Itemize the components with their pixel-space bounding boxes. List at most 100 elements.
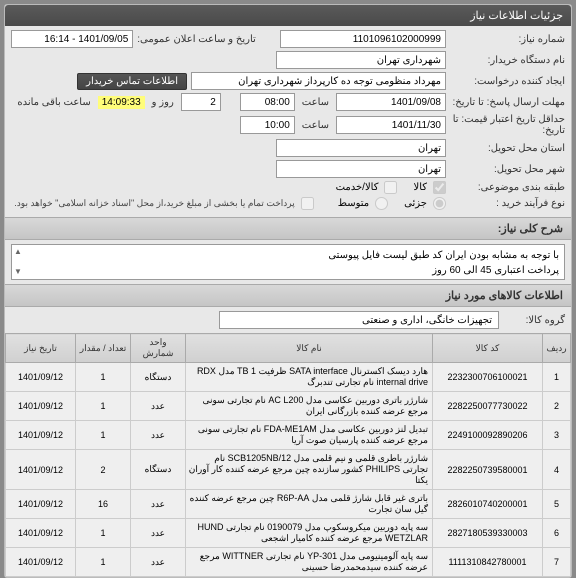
cell-idx: 6 bbox=[543, 519, 571, 548]
cell-date: 1401/09/12 bbox=[6, 519, 76, 548]
th-date: تاریخ نیاز bbox=[6, 334, 76, 363]
req-no-label: شماره نیاز: bbox=[450, 34, 565, 45]
deadline-date-field: 1401/09/08 bbox=[336, 93, 446, 111]
cell-date: 1401/09/12 bbox=[6, 490, 76, 519]
th-qty: تعداد / مقدار bbox=[76, 334, 131, 363]
goods-table: ردیف کد کالا نام کالا واحد شمارش تعداد /… bbox=[5, 333, 571, 577]
cell-date: 1401/09/12 bbox=[6, 548, 76, 577]
group-label: گروه کالا: bbox=[505, 315, 565, 326]
buytype-mid-label: متوسط bbox=[338, 198, 369, 209]
cell-unit: عدد bbox=[131, 490, 186, 519]
buytype-label: نوع فرآیند خرید : bbox=[450, 198, 565, 209]
cell-unit: عدد bbox=[131, 548, 186, 577]
buytype-low-label: جزئی bbox=[404, 198, 427, 209]
org-label: نام دستگاه خریدار: bbox=[450, 55, 565, 66]
cell-idx: 7 bbox=[543, 548, 571, 577]
announce-field: 1401/09/05 - 16:14 bbox=[11, 30, 133, 48]
class-label: طبقه بندی موضوعی: bbox=[450, 182, 565, 193]
cell-name: هارد دیسک اکسترنال SATA interface ظرفیت … bbox=[186, 363, 433, 392]
validity-label: حداقل تاریخ اعتبار قیمت: تا تاریخ: bbox=[450, 114, 565, 136]
desc-box: ▲ ▼ با توجه به مشابه بودن ایران کد طبق ل… bbox=[11, 244, 565, 280]
table-row: 71111310842780001سه پایه آلومینیومی مدل … bbox=[6, 548, 571, 577]
cell-date: 1401/09/12 bbox=[6, 392, 76, 421]
scroll-down-icon[interactable]: ▼ bbox=[14, 266, 22, 278]
buytype-low-radio bbox=[433, 197, 446, 210]
cell-unit: دستگاه bbox=[131, 450, 186, 490]
cell-qty: 1 bbox=[76, 519, 131, 548]
cell-qty: 16 bbox=[76, 490, 131, 519]
validity-time-field: 10:00 bbox=[240, 116, 295, 134]
cell-qty: 1 bbox=[76, 392, 131, 421]
desc-band: شرح کلی نیاز: bbox=[5, 217, 571, 240]
cell-date: 1401/09/12 bbox=[6, 421, 76, 450]
cell-unit: عدد bbox=[131, 392, 186, 421]
group-field: تجهیزات خانگی، اداری و صنعتی bbox=[219, 311, 499, 329]
creator-label: ایجاد کننده درخواست: bbox=[450, 76, 565, 87]
req-no-field: 1101096102000999 bbox=[280, 30, 446, 48]
cell-code: 2827180539330003 bbox=[433, 519, 543, 548]
time-label-2: ساعت bbox=[302, 120, 329, 131]
cell-name: تبدیل لنز دوربین عکاسی مدل FDA-ME1AM نام… bbox=[186, 421, 433, 450]
th-code: کد کالا bbox=[433, 334, 543, 363]
requirement-details-panel: جزئیات اطلاعات نیاز شماره نیاز: 11010961… bbox=[4, 4, 572, 578]
cell-idx: 3 bbox=[543, 421, 571, 450]
table-row: 62827180539330003سه پایه دوربین میکروسکو… bbox=[6, 519, 571, 548]
creator-field: مهرداد منظومی توجه ده کارپرداز شهرداری ت… bbox=[191, 72, 446, 90]
cell-idx: 5 bbox=[543, 490, 571, 519]
pay-note: پرداخت تمام یا بخشی از مبلغ خرید،از محل … bbox=[14, 198, 294, 209]
table-row: 32249100092890206تبدیل لنز دوربین عکاسی … bbox=[6, 421, 571, 450]
deadline-time-field: 08:00 bbox=[240, 93, 295, 111]
cell-qty: 2 bbox=[76, 450, 131, 490]
th-unit: واحد شمارش bbox=[131, 334, 186, 363]
days-field: 2 bbox=[181, 93, 221, 111]
cell-idx: 1 bbox=[543, 363, 571, 392]
cell-unit: عدد bbox=[131, 519, 186, 548]
cell-name: سه پایه دوربین میکروسکوپ مدل 0190079 نام… bbox=[186, 519, 433, 548]
cell-unit: عدد bbox=[131, 421, 186, 450]
service-label: کالا/خدمت bbox=[336, 182, 379, 193]
panel-header: جزئیات اطلاعات نیاز bbox=[5, 5, 571, 26]
cell-code: 1111310842780001 bbox=[433, 548, 543, 577]
table-row: 42282250739580001شارژر باطری قلمی و نیم … bbox=[6, 450, 571, 490]
cell-name: باتری غیر قابل شارژ قلمی مدل R6P-AA چین … bbox=[186, 490, 433, 519]
province-label: استان محل تحویل: bbox=[450, 143, 565, 154]
table-row: 12232300706100021هارد دیسک اکسترنال SATA… bbox=[6, 363, 571, 392]
cell-code: 2282250739580001 bbox=[433, 450, 543, 490]
province-field: تهران bbox=[276, 139, 446, 157]
cell-date: 1401/09/12 bbox=[6, 450, 76, 490]
contact-button[interactable]: اطلاعات تماس خریدار bbox=[77, 73, 187, 90]
cell-idx: 4 bbox=[543, 450, 571, 490]
table-row: 52826010740200001باتری غیر قابل شارژ قلم… bbox=[6, 490, 571, 519]
days-suffix: روز و bbox=[152, 97, 174, 108]
deadline-label: مهلت ارسال پاسخ: تا تاریخ: bbox=[450, 97, 565, 108]
cell-code: 2232300706100021 bbox=[433, 363, 543, 392]
announce-label: تاریخ و ساعت اعلان عمومی: bbox=[137, 34, 256, 45]
cell-idx: 2 bbox=[543, 392, 571, 421]
service-checkbox bbox=[384, 181, 397, 194]
city-field: تهران bbox=[276, 160, 446, 178]
validity-date-field: 1401/11/30 bbox=[336, 116, 446, 134]
desc-text: با توجه به مشابه بودن ایران کد طبق لیست … bbox=[328, 250, 559, 276]
goods-band: اطلاعات کالاهای مورد نیاز bbox=[5, 284, 571, 307]
org-field: شهرداری تهران bbox=[276, 51, 446, 69]
form-area: شماره نیاز: 1101096102000999 تاریخ و ساع… bbox=[5, 26, 571, 217]
scroll-up-icon[interactable]: ▲ bbox=[14, 246, 22, 258]
cell-code: 2249100092890206 bbox=[433, 421, 543, 450]
cell-unit: دستگاه bbox=[131, 363, 186, 392]
cell-name: شارژر باطری قلمی و نیم قلمی مدل SCB1205N… bbox=[186, 450, 433, 490]
time-label-1: ساعت bbox=[302, 97, 329, 108]
cell-code: 2282250077730022 bbox=[433, 392, 543, 421]
cell-qty: 1 bbox=[76, 548, 131, 577]
table-row: 22282250077730022شارژر باتری دوربین عکاس… bbox=[6, 392, 571, 421]
cell-qty: 1 bbox=[76, 421, 131, 450]
cell-code: 2826010740200001 bbox=[433, 490, 543, 519]
buytype-mid-radio bbox=[375, 197, 388, 210]
countdown: 14:09:33 bbox=[98, 96, 145, 109]
th-name: نام کالا bbox=[186, 334, 433, 363]
cell-name: شارژر باتری دوربین عکاسی مدل AC L200 نام… bbox=[186, 392, 433, 421]
cell-name: سه پایه آلومینیومی مدل YP-301 نام تجارتی… bbox=[186, 548, 433, 577]
goods-label: کالا bbox=[413, 182, 427, 193]
city-label: شهر محل تحویل: bbox=[450, 164, 565, 175]
table-header-row: ردیف کد کالا نام کالا واحد شمارش تعداد /… bbox=[6, 334, 571, 363]
remain-suffix: ساعت باقی مانده bbox=[17, 97, 90, 108]
